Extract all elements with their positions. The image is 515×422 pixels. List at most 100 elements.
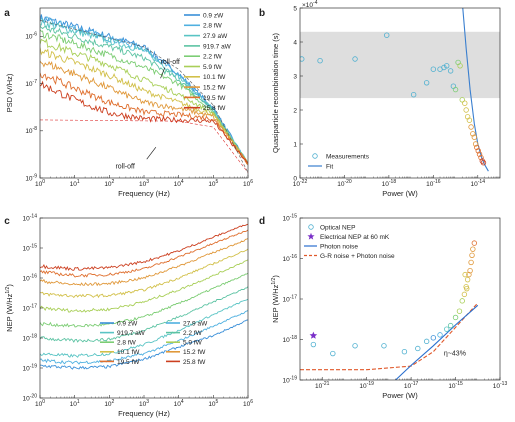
x-tick-label: 10-17 [404, 381, 419, 390]
y-axis-label: Quasiparticle recombination time (s) [271, 32, 280, 153]
y-axis-label: NEP (W/Hz1/2) [271, 275, 280, 323]
annotation-rolloff-top: roll-off [161, 59, 180, 66]
panel-c: 100 101 102 103 104 105 106 10-20 10-19 10-18 10-1… [4, 213, 253, 418]
measurement-point [480, 159, 487, 166]
x-axis-label: Frequency (Hz) [118, 189, 170, 198]
optical-nep-point [423, 338, 430, 345]
measurement-point [300, 56, 305, 62]
legend-label: Measurements [326, 154, 370, 161]
plot-area [300, 240, 479, 380]
series-line-919.7 aW [40, 298, 248, 358]
y-tick-label: 10-15 [23, 243, 38, 252]
x-tick-label: 106 [243, 399, 253, 408]
measurement-point [384, 32, 390, 38]
legend-label: 919.7 aW [203, 43, 232, 50]
y-tick-label: 1 [293, 141, 297, 148]
efficiency-annotation: η~43% [444, 351, 466, 358]
legend-label: Fit [326, 164, 333, 171]
x-tick-label: 100 [35, 399, 45, 408]
fit-dashed-bottom [40, 119, 248, 173]
optical-nep-point [464, 285, 470, 292]
x-tick-label: 10-13 [493, 381, 508, 390]
series-line-15.2 fW [40, 238, 248, 287]
series-line-0.9 zW [40, 14, 248, 164]
y-tick-label: 10-6 [25, 32, 37, 41]
x-tick-label: 10-16 [426, 179, 441, 188]
optical-nep-point [381, 343, 387, 349]
x-tick-label: 10-22 [293, 179, 308, 188]
y-tick-label: 10-8 [25, 126, 37, 135]
optical-nep-point [447, 322, 454, 329]
panel-b: 10-22 10-20 10-18 10-16 10-14 0 1 2 3 4 5 Power (W)… [259, 0, 501, 198]
y-tick-label: 10-14 [23, 213, 38, 222]
measurement-point [317, 58, 323, 64]
measurement-point [472, 141, 479, 147]
series-line-19.5 fW [40, 229, 248, 278]
optical-nep-point [470, 246, 476, 252]
arrow-rolloff-top [160, 67, 166, 79]
legend-label: 19.5 fW [203, 95, 226, 102]
measurement-point [452, 86, 459, 93]
legend-marker [308, 224, 314, 230]
fit-dashed-top [40, 20, 248, 173]
measurement-point [463, 107, 469, 113]
optical-nep-point [452, 314, 459, 321]
x-tick-label: 106 [243, 179, 253, 188]
y-axis-label: PSD (V/Hz) [5, 73, 14, 112]
legend-label: 15.2 fW [183, 349, 206, 356]
optical-nep-point [461, 291, 468, 298]
photon-noise-line [395, 304, 479, 380]
y-tick-label: 2 [293, 107, 297, 114]
legend-label: 25.8 fW [203, 105, 226, 112]
series-group [40, 223, 248, 370]
measurement-point [423, 80, 430, 86]
measurement-point [462, 100, 468, 106]
x-tick-label: 10-21 [315, 381, 330, 390]
measurement-point [459, 97, 465, 103]
panel-label: b [259, 8, 265, 19]
y-tick-label: 10-15 [283, 213, 298, 222]
annotation-rolloff-bottom: roll-off [115, 163, 134, 170]
series-line-2.2 fW [40, 286, 248, 343]
y-tick-label: 10-18 [23, 333, 38, 342]
legend-label: G-R noise + Photon noise [320, 253, 395, 260]
y-tick-label: 10-16 [283, 254, 298, 263]
legend-label: Electrical NEP at 60 mK [320, 234, 390, 241]
optical-nep-point [456, 308, 463, 314]
legend-label: 27.9 aW [183, 320, 208, 327]
x-tick-label: 101 [70, 399, 80, 408]
series-line-25.8 fW [40, 80, 248, 163]
legend-label: 27.9 aW [203, 33, 228, 40]
optical-nep-point [464, 276, 471, 283]
legend-label: 25.8 fW [183, 359, 206, 366]
y-axis-label: NEP (W/Hz1/2) [5, 284, 14, 332]
optical-nep-point [467, 267, 473, 274]
measurement-point [352, 56, 358, 62]
legend-label: Optical NEP [320, 225, 355, 232]
y-tick-label: 10-19 [283, 375, 298, 384]
y-tick-label: 10-17 [23, 303, 38, 312]
x-tick-label: 10-14 [471, 179, 486, 188]
optical-nep-point [459, 298, 465, 304]
panel-label: c [4, 216, 10, 227]
legend-label: 0.9 zW [117, 320, 138, 327]
y-tick-label: 4 [293, 39, 297, 46]
legend: 0.9 zW 2.8 fW 27.9 aW 919.7 aW 2.2 fW 5.9 fW 1… [184, 12, 232, 112]
x-tick-label: 100 [35, 179, 45, 188]
y-tick-label: 10-20 [23, 393, 38, 402]
series-line-5.9 fW [40, 259, 248, 313]
optical-nep-point [462, 271, 468, 278]
measurement-point [478, 154, 484, 161]
legend-label: 919.7 aW [117, 330, 146, 337]
plot-frame [299, 217, 501, 381]
measurement-point [474, 144, 480, 151]
measurement-point [475, 148, 481, 154]
series-line-10.1 fW [40, 248, 248, 299]
panel-a: 100 101 102 103 104 105 106 10-9 10-8 10-7 10-6 Fre… [4, 7, 253, 198]
optical-nep-point [401, 348, 408, 355]
x-tick-label: 10-15 [448, 381, 463, 390]
x-tick-label: 105 [208, 399, 218, 408]
legend-label: 2.8 fW [203, 23, 223, 30]
legend-label: 2.2 fW [203, 54, 223, 61]
